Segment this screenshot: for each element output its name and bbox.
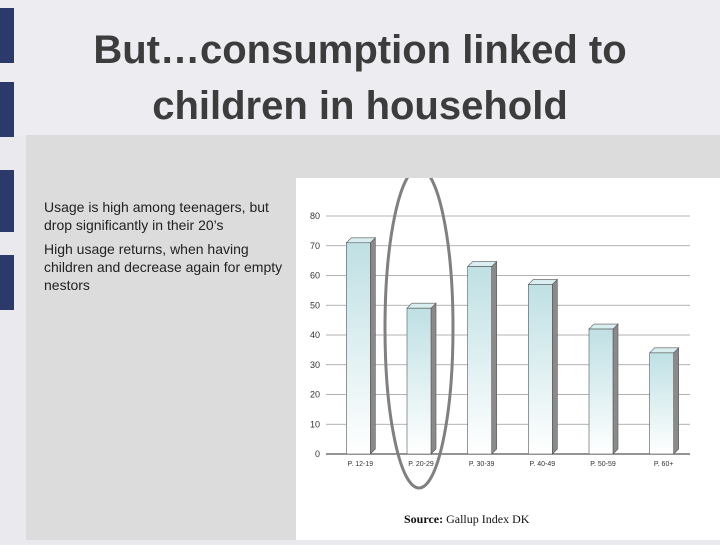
accent-bar-2	[0, 82, 14, 137]
y-tick-label: 10	[310, 419, 320, 429]
bullet-text-2: High usage returns, when having children…	[44, 241, 283, 293]
bar	[527, 278, 559, 455]
bar	[406, 302, 437, 455]
title-area	[0, 0, 720, 136]
slide-title: But…consumption linked to children in ho…	[30, 22, 690, 134]
x-tick-label: P. 30-39	[469, 461, 495, 468]
y-tick-label: 60	[310, 271, 320, 281]
source-note: Source: Gallup Index DK	[404, 512, 529, 527]
bar-side	[612, 323, 619, 455]
bar-chart: 0 10 20 30 40 50 60 70 80 P. 12-19 P. 20-29 P. 30-…	[310, 166, 690, 490]
bar-front	[346, 242, 371, 455]
chart-panel: 0 10 20 30 40 50 60 70 80 P. 12-19 P. 20-29 P. 30-…	[296, 166, 720, 540]
x-tick-label: P. 60+	[654, 461, 674, 468]
bar	[648, 347, 680, 455]
x-tick-label: P. 20-29	[408, 461, 434, 468]
bar-side	[552, 278, 558, 455]
bullet-text-1: Usage is high among teenagers, but drop …	[44, 199, 269, 233]
accent-bar-4	[0, 255, 14, 310]
bar-side	[370, 237, 376, 455]
y-tick-label: 0	[315, 449, 320, 459]
y-tick-label: 30	[310, 360, 320, 370]
bar	[466, 260, 498, 455]
bar-top	[588, 323, 619, 330]
bar-top	[466, 261, 498, 267]
y-tick-label: 40	[310, 330, 320, 340]
slide-title-line-2: children in household	[152, 84, 568, 128]
x-tick-label: P. 40-49	[530, 461, 556, 468]
y-tick-label: 70	[310, 241, 320, 251]
x-tick-label: P. 50-59	[590, 461, 616, 468]
bar	[345, 237, 377, 455]
bar-front	[528, 284, 553, 455]
bar-side	[430, 302, 437, 455]
y-tick-label: 80	[310, 211, 320, 221]
bar-top	[406, 302, 437, 309]
bar-side	[673, 347, 679, 455]
bar-top	[648, 347, 680, 354]
bullet-text-block: Usage is high among teenagers, but drop …	[44, 198, 284, 300]
bar-front	[649, 352, 674, 455]
x-tick-labels: P. 12-19 P. 20-29 P. 30-39 P. 40-49 P. 50-59…	[348, 461, 674, 468]
slide-title-line-1: But…consumption linked to	[93, 28, 627, 72]
accent-bar-3	[0, 170, 14, 232]
source-text: Gallup Index DK	[446, 512, 530, 526]
accent-bar-1	[0, 8, 14, 63]
y-tick-labels: 0 10 20 30 40 50 60 70 80	[310, 211, 320, 459]
bar-top	[527, 279, 559, 285]
bar-layer	[345, 237, 680, 455]
y-tick-label: 50	[310, 300, 320, 310]
bar	[588, 323, 619, 455]
bar-front	[467, 266, 492, 455]
bar-side	[491, 260, 497, 455]
bar-front	[406, 307, 432, 455]
x-tick-label: P. 12-19	[348, 461, 374, 468]
source-label: Source:	[404, 512, 444, 526]
grid-layer	[326, 215, 690, 455]
y-tick-label: 20	[310, 390, 320, 400]
bar-top	[345, 237, 377, 244]
bar-front	[588, 328, 614, 455]
